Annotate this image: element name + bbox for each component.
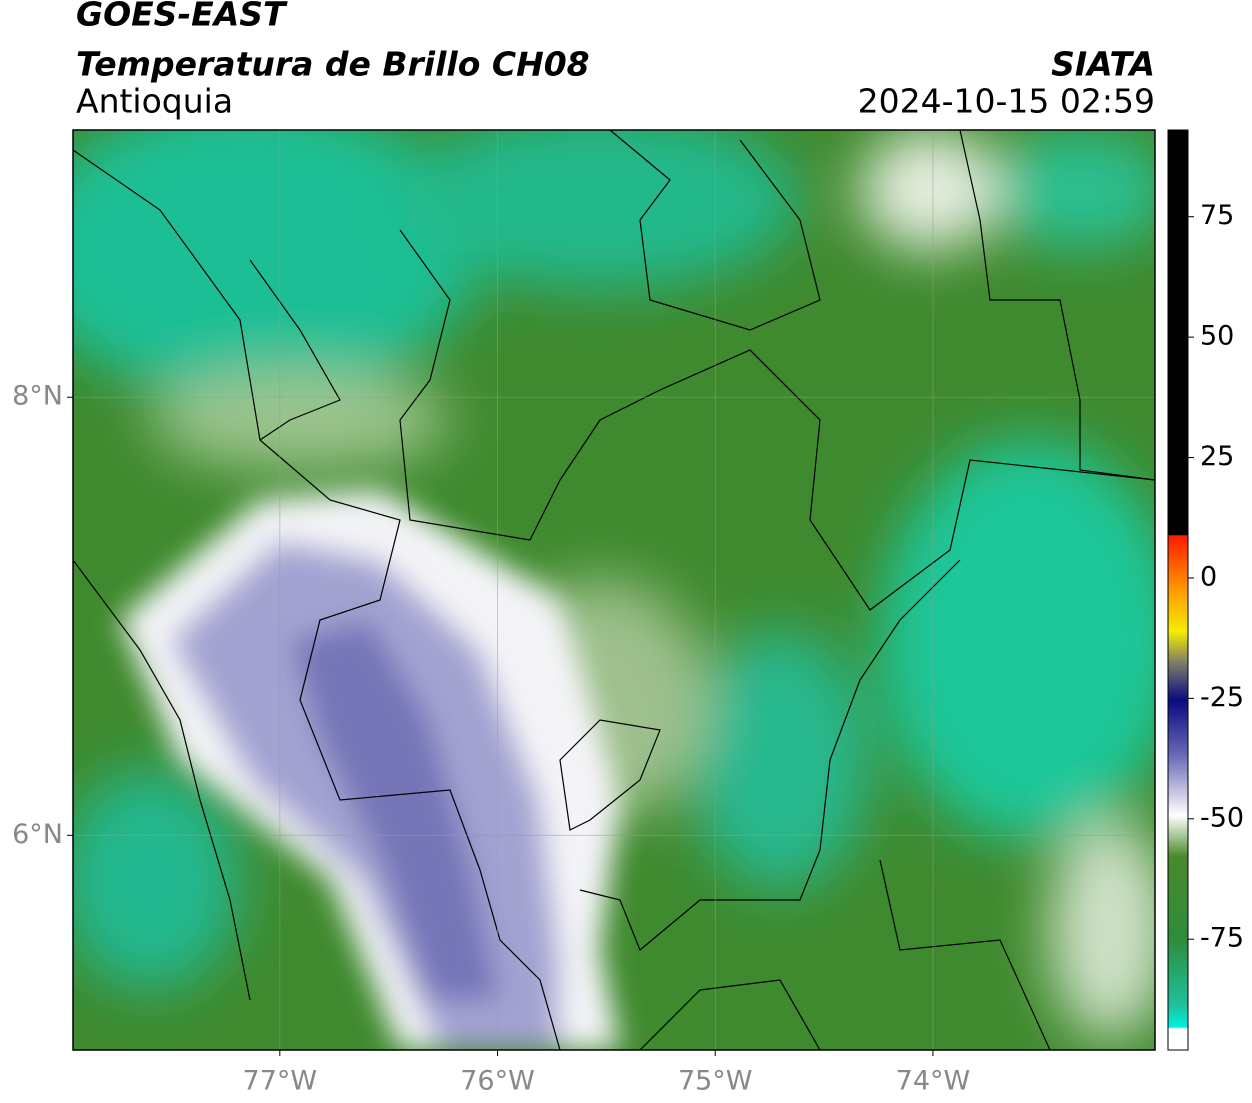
subtitle: Temperatura de Brillo CH08 (76, 45, 590, 84)
x-tick-label: 74°W (896, 1066, 971, 1097)
source: SIATA (1051, 45, 1155, 84)
colorbar-tick-label: 50 (1200, 321, 1234, 352)
colorbar-tick-label: 75 (1200, 200, 1234, 231)
colorbar-tick-label: -75 (1200, 923, 1244, 954)
x-tick-label: 76°W (460, 1066, 535, 1097)
region: Antioquia (76, 82, 233, 121)
colorbar-tick-label: -50 (1200, 802, 1244, 833)
x-tick-label: 75°W (678, 1066, 753, 1097)
colorbar-tick-label: 25 (1200, 441, 1234, 472)
satellite-image (73, 130, 1155, 1050)
colorbar-tick-label: -25 (1200, 682, 1244, 713)
y-tick-label: 8°N (12, 381, 63, 412)
grid (73, 130, 1155, 1050)
colorbar (1167, 129, 1189, 1051)
colorbar-tick-label: 0 (1200, 561, 1217, 592)
datetime: 2024-10-15 02:59 (858, 82, 1155, 121)
y-tick-label: 6°N (12, 819, 63, 850)
map-frame (72, 129, 1156, 1051)
title: GOES-EAST (76, 0, 288, 34)
x-tick-label: 77°W (243, 1066, 318, 1097)
